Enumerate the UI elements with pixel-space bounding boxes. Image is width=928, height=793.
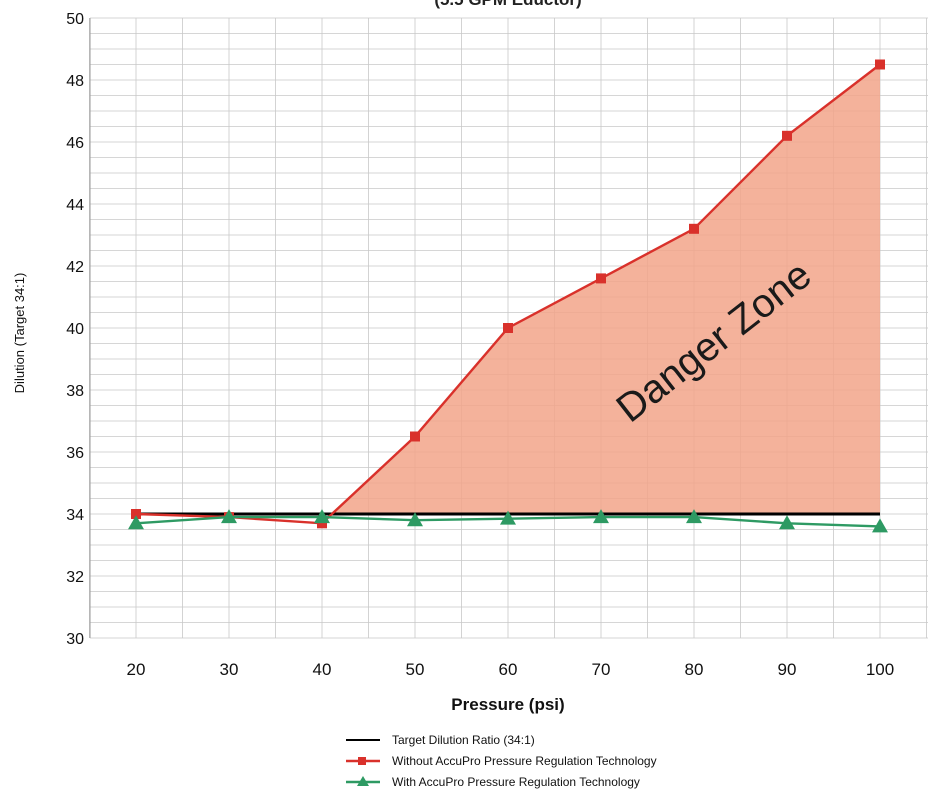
y-tick-label: 50 (66, 11, 84, 28)
data-point (686, 509, 702, 524)
data-point (221, 509, 237, 524)
data-point (779, 515, 795, 530)
data-point (596, 273, 606, 284)
data-point (503, 323, 513, 333)
data-point (410, 431, 420, 442)
x-tick-label: 60 (499, 660, 518, 679)
x-tick-label: 90 (778, 660, 797, 679)
danger-zone-fill (330, 64, 880, 514)
data-point (317, 518, 327, 529)
legend-item: Target Dilution Ratio (34:1) (346, 733, 535, 747)
y-tick-label: 32 (66, 569, 84, 586)
x-tick-label: 30 (220, 660, 239, 679)
data-point (500, 510, 516, 525)
series-2 (128, 509, 888, 533)
x-tick-label: 20 (127, 660, 146, 679)
y-axis-label: Dilution (Target 34:1) (12, 273, 27, 394)
data-point (128, 515, 144, 530)
x-tick-label: 80 (685, 660, 704, 679)
y-tick-label: 38 (66, 383, 84, 400)
danger-zone-area (330, 64, 880, 514)
data-point (872, 518, 888, 533)
axes: 30 32 34 36 38 40 42 44 46 48 50 20 30 40 50 60 70 80 90 10… (66, 11, 894, 679)
data-point (407, 512, 423, 527)
legend-label: With AccuPro Pressure Regulation Technol… (392, 775, 640, 789)
y-tick-label: 36 (66, 445, 84, 462)
y-tick-label: 48 (66, 73, 84, 90)
data-point (593, 509, 609, 524)
x-axis-label: Pressure (psi) (451, 695, 564, 714)
chart-title: (5.5 GPM Eductor) (434, 0, 581, 9)
series-1 (131, 59, 885, 529)
legend-label: Target Dilution Ratio (34:1) (392, 733, 535, 747)
x-tick-label: 70 (592, 660, 611, 679)
y-tick-label: 42 (66, 259, 84, 276)
legend-item: With AccuPro Pressure Regulation Technol… (346, 775, 640, 789)
y-tick-label: 44 (66, 197, 84, 214)
y-tick-label: 40 (66, 321, 84, 338)
series-group (128, 59, 888, 533)
legend-item: Without AccuPro Pressure Regulation Tech… (346, 754, 657, 768)
data-point (314, 509, 330, 524)
legend-marker (358, 757, 366, 765)
x-tick-label: 50 (406, 660, 425, 679)
y-tick-label: 30 (66, 631, 84, 648)
x-tick-label: 100 (866, 660, 894, 679)
data-point (131, 509, 141, 519)
legend: Target Dilution Ratio (34:1) Without Accu… (346, 733, 657, 789)
x-tick-label: 40 (313, 660, 332, 679)
legend-marker (357, 776, 369, 786)
y-tick-label: 34 (66, 507, 84, 524)
legend-label: Without AccuPro Pressure Regulation Tech… (392, 754, 657, 768)
data-point (782, 130, 792, 141)
data-point (689, 223, 699, 234)
y-tick-label: 46 (66, 135, 84, 152)
data-point (875, 59, 885, 70)
